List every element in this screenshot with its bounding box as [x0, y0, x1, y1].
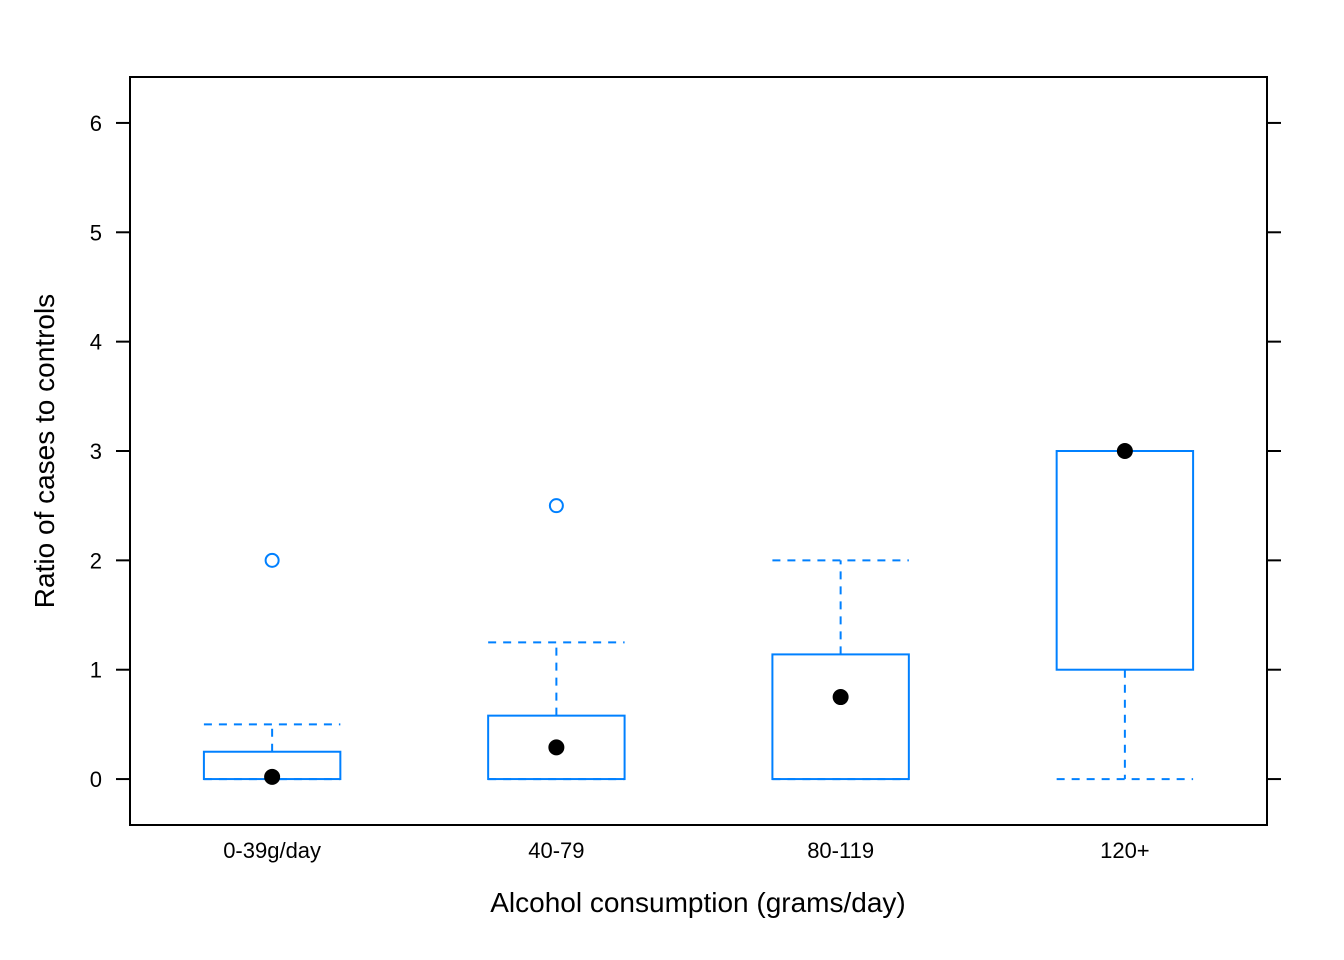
box-3 — [771, 559, 910, 781]
y-tick-label: 4 — [90, 330, 102, 355]
iqr-box — [771, 653, 910, 781]
iqr-box — [487, 714, 626, 781]
y-tick-label: 6 — [90, 111, 102, 136]
box-2 — [487, 498, 626, 781]
x-tick-label: 80-119 — [807, 838, 874, 863]
median-dot — [548, 739, 565, 756]
box-4 — [1055, 443, 1195, 781]
outlier-point — [264, 552, 280, 568]
x-tick-label: 120+ — [1100, 838, 1150, 863]
y-tick-label: 5 — [90, 220, 102, 245]
y-axis-title: Ratio of cases to controls — [29, 294, 60, 608]
box-1 — [202, 552, 342, 785]
x-tick-label: 40-79 — [528, 838, 584, 863]
y-tick-label: 1 — [90, 658, 102, 683]
outlier-point — [548, 498, 564, 514]
median-dot — [1116, 443, 1133, 459]
y-axis: 0 1 2 3 4 5 6 — [90, 111, 1281, 792]
box-series — [202, 443, 1195, 785]
x-axis-title: Alcohol consumption (grams/day) — [490, 887, 906, 918]
x-tick-label: 0-39g/day — [223, 838, 321, 863]
y-tick-label: 0 — [90, 767, 102, 792]
median-dot — [832, 689, 849, 706]
median-dot — [264, 768, 281, 785]
x-axis: 0-39g/day 40-79 80-119 120+ — [223, 838, 1149, 863]
iqr-box — [1055, 450, 1195, 671]
y-tick-label: 3 — [90, 439, 102, 464]
y-tick-label: 2 — [90, 548, 102, 573]
